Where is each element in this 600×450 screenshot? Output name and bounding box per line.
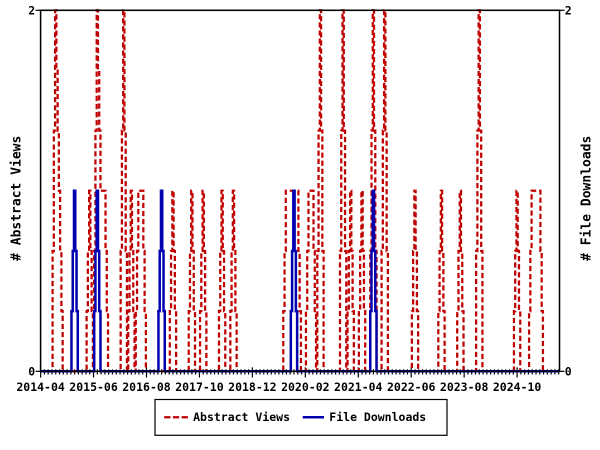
x-tick-label: 2017-10 [175,380,224,394]
x-tick-label: 2014-04 [16,380,65,394]
y-tick-label-right: 0 [565,364,572,378]
legend-box [154,398,448,436]
x-tick-label: 2016-08 [122,380,171,394]
x-tick-label: 2015-06 [69,380,118,394]
x-tick-label: 2021-04 [334,380,383,394]
plot-border [39,9,561,373]
x-tick-label: 2020-02 [281,380,329,394]
y-tick-label-left: 2 [28,3,35,17]
legend-label-abstract-views: Abstract Views [193,410,290,424]
x-tick-label: 2024-10 [493,380,542,394]
right-axis-title: # File Downloads [580,136,595,261]
y-tick-label-left: 0 [28,364,35,378]
y-tick-label-right: 2 [565,3,572,17]
legend-label-file-downloads: File Downloads [329,410,426,424]
x-tick-label: 2022-06 [387,380,436,394]
legend: Abstract Views File Downloads [154,398,448,436]
y-tick-labels: 0 0 2 2 [28,3,571,378]
left-axis-title: # Abstract Views [10,136,25,261]
x-tick-label: 2023-08 [440,380,489,394]
x-tick-labels: 2014-04 2015-06 2016-08 2017-10 2018-12 2020-… [16,380,541,394]
x-tick-label: 2018-12 [228,380,276,394]
